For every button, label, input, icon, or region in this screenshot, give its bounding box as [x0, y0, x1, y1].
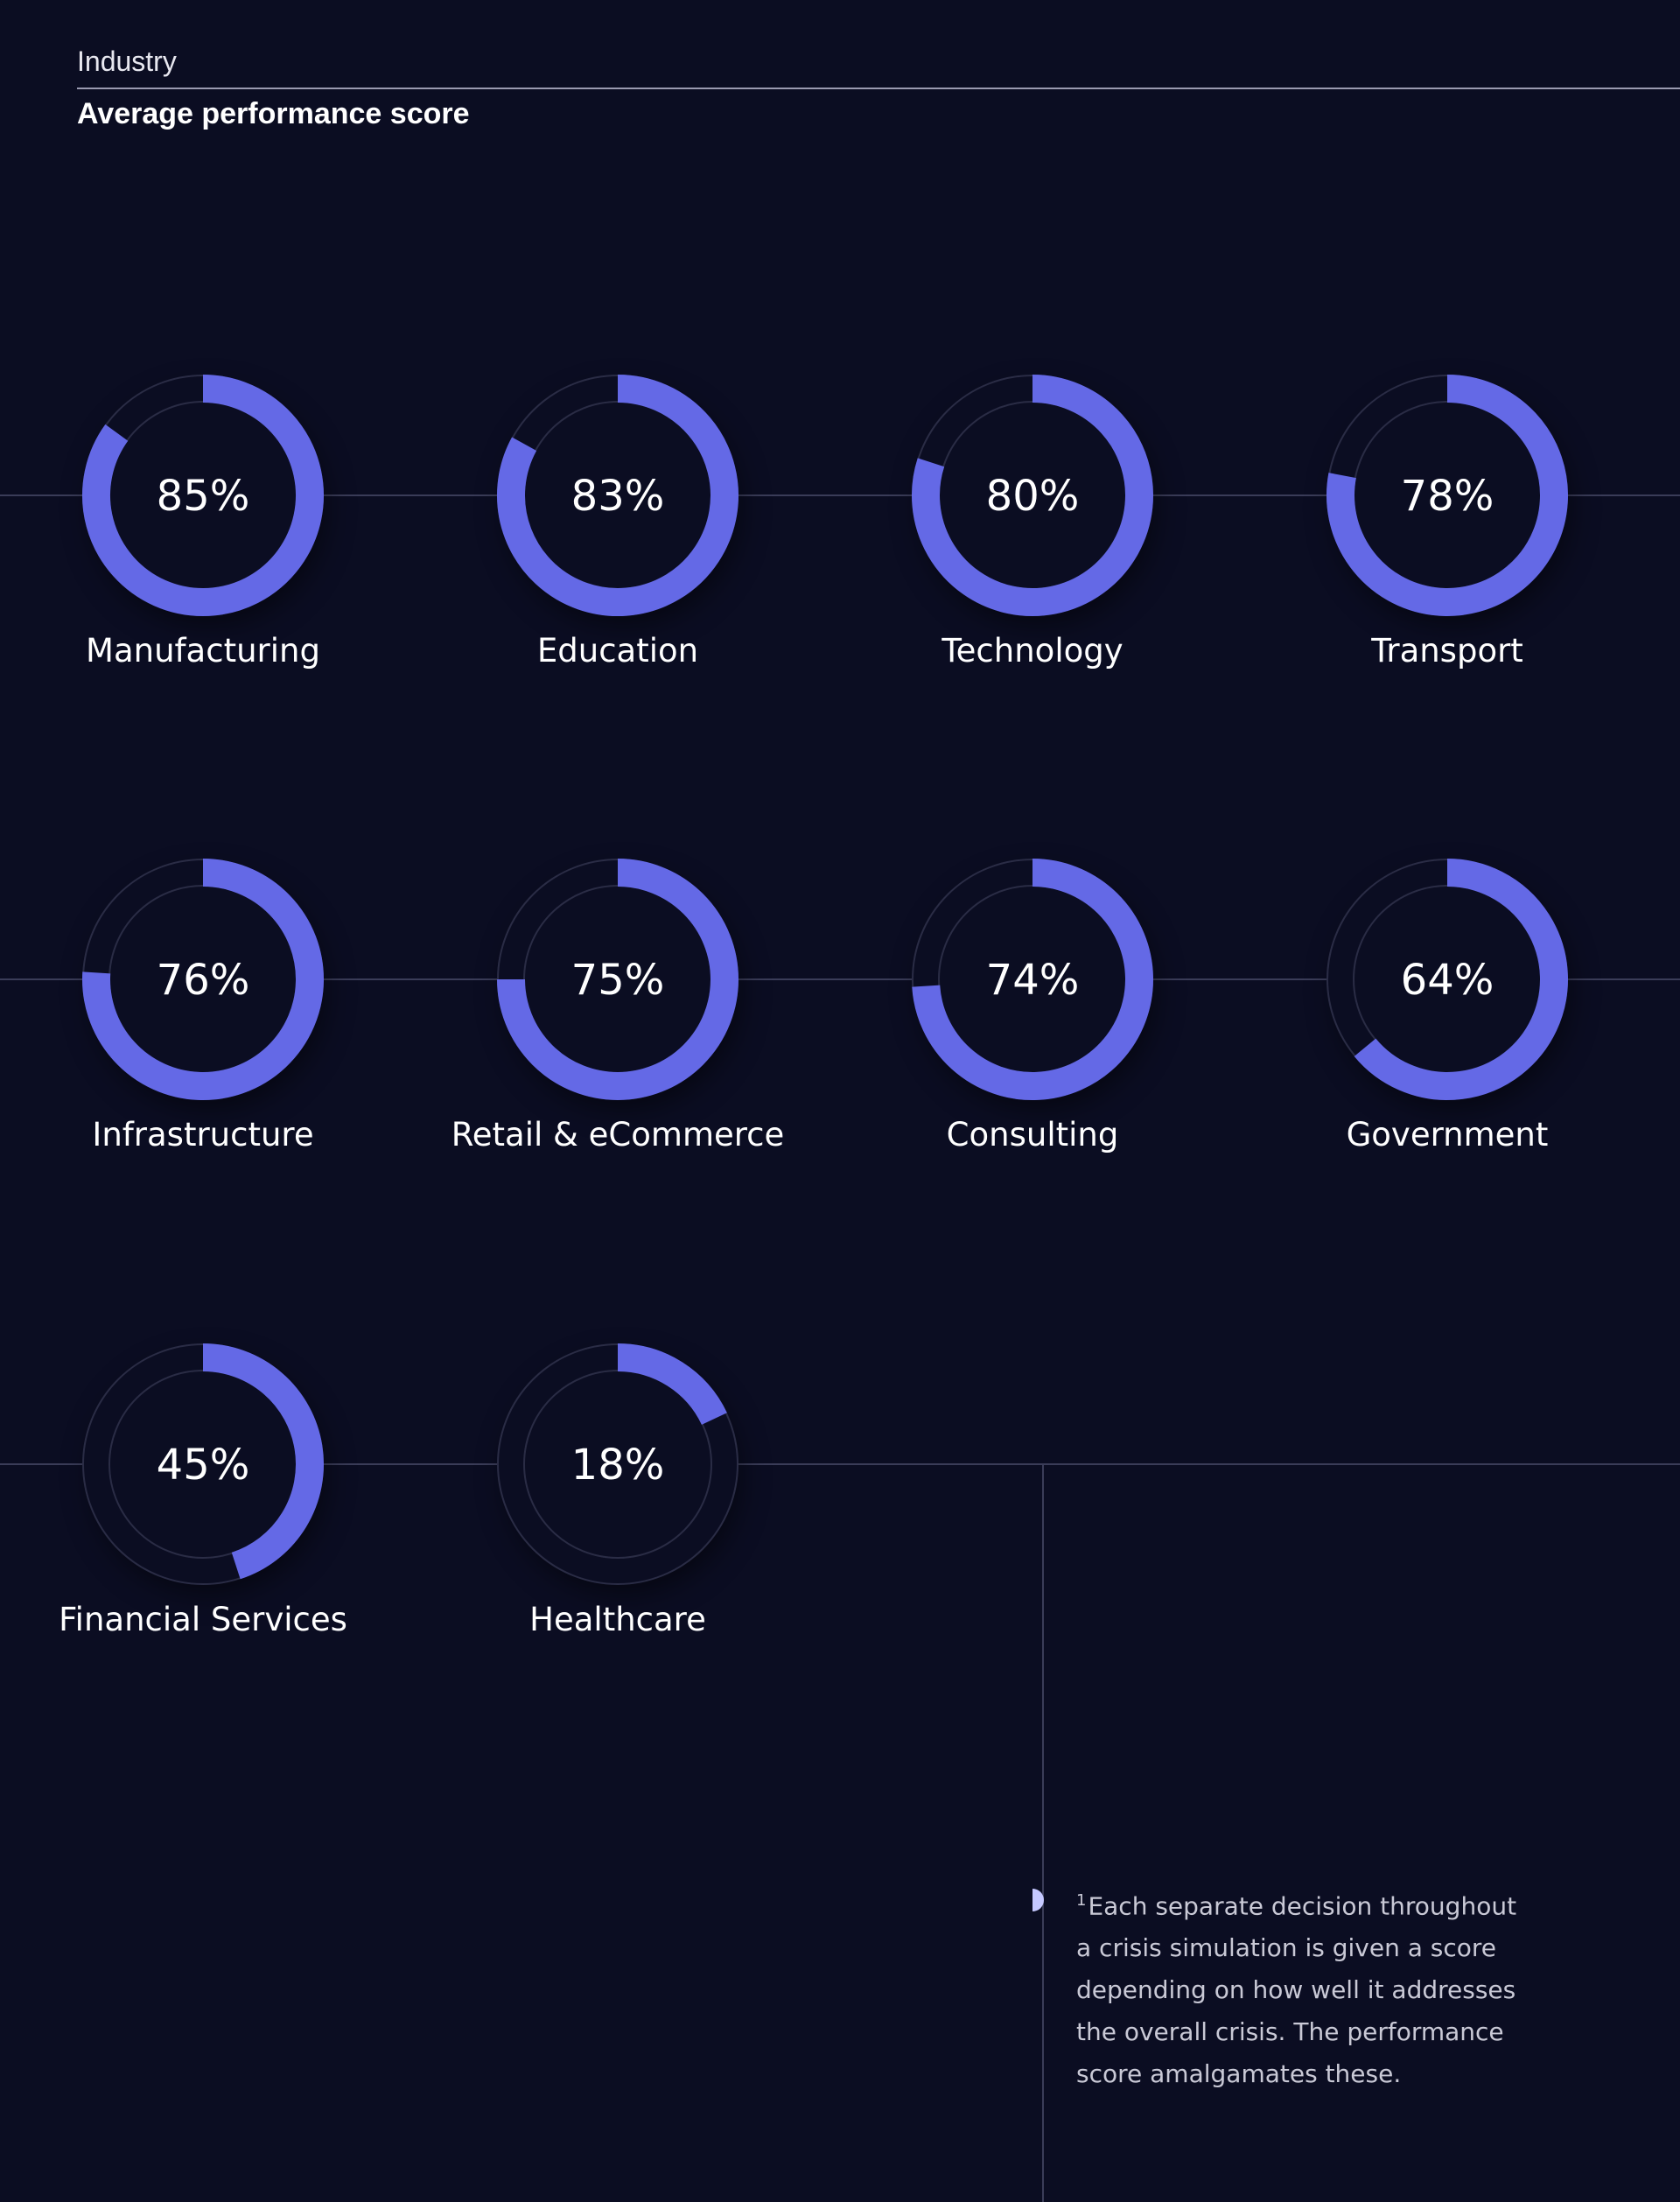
gauge-category-label: Infrastructure	[92, 1116, 313, 1154]
gauge-face	[1326, 859, 1568, 1100]
gauge-value-arc	[82, 375, 324, 616]
gauge-value-label: 85%	[157, 472, 250, 521]
gauge-face	[82, 859, 324, 1100]
gauge-6: 75% Retail & eCommerce	[452, 859, 785, 1154]
gauge-category-label: Financial Services	[59, 1601, 347, 1638]
gauge-face	[912, 859, 1153, 1100]
gauge-7: 74% Consulting	[912, 859, 1153, 1154]
gauge-9: 45% Financial Services	[59, 1343, 347, 1638]
gauge-face	[82, 375, 324, 616]
gauge-category-label: Manufacturing	[86, 632, 320, 670]
gauge-value-label: 83%	[571, 472, 665, 521]
section-label: Industry	[77, 46, 177, 77]
footnote: 1Each separate decision throughout a cri…	[1076, 1880, 1531, 2095]
chart-title: Average performance score	[77, 97, 470, 130]
gauge-value-arc	[1326, 375, 1568, 616]
gauge-value-arc	[912, 375, 1153, 616]
gauge-face	[1326, 375, 1568, 616]
gauge-value-label: 76%	[157, 956, 250, 1005]
header-divider	[77, 88, 1680, 89]
gauge-2: 83% Education	[497, 375, 738, 670]
gauge-value-label: 18%	[571, 1441, 665, 1490]
gauge-1: 85% Manufacturing	[82, 375, 324, 670]
gauge-value-label: 74%	[986, 956, 1080, 1005]
gauge-category-label: Technology	[941, 632, 1123, 670]
gauge-value-arc	[912, 859, 1153, 1100]
gauge-3: 80% Technology	[912, 375, 1153, 670]
gauge-category-label: Government	[1347, 1116, 1549, 1154]
gauge-value-arc	[82, 859, 324, 1100]
gauge-category-label: Transport	[1370, 632, 1523, 670]
gauge-value-label: 45%	[157, 1441, 250, 1490]
gauge-8: 64% Government	[1326, 859, 1568, 1154]
gauge-grid: 85% Manufacturing 83% Education 80% Technolog…	[59, 375, 1568, 1638]
gauge-category-label: Education	[537, 632, 698, 670]
gauge-value-arc	[497, 375, 738, 616]
gauge-category-label: Healthcare	[529, 1601, 706, 1638]
gauge-face	[912, 375, 1153, 616]
gauge-value-arc	[617, 1343, 727, 1426]
gauge-face	[82, 1343, 324, 1585]
gauge-value-label: 80%	[986, 472, 1080, 521]
gauge-value-arc	[202, 1343, 324, 1580]
gauge-category-label: Consulting	[947, 1116, 1119, 1154]
footnote-text: Each separate decision throughout a cris…	[1076, 1891, 1517, 2089]
gauge-4: 78% Transport	[1326, 375, 1568, 670]
gauge-value-arc	[1354, 859, 1568, 1100]
gauge-10: 18% Healthcare	[497, 1343, 738, 1638]
gauge-track-inner	[523, 1370, 712, 1559]
gauge-category-label: Retail & eCommerce	[452, 1116, 785, 1154]
gauge-face	[497, 1343, 738, 1585]
footnote-reference: 1	[1076, 1891, 1087, 1910]
gauge-value-label: 64%	[1401, 956, 1494, 1005]
gauge-face	[497, 859, 738, 1100]
gauge-5: 76% Infrastructure	[82, 859, 324, 1154]
gauge-value-label: 75%	[571, 956, 665, 1005]
gauge-value-arc	[497, 859, 738, 1100]
footnote-marker-icon	[1032, 1889, 1055, 1911]
gauge-face	[497, 375, 738, 616]
gauge-value-label: 78%	[1401, 472, 1494, 521]
